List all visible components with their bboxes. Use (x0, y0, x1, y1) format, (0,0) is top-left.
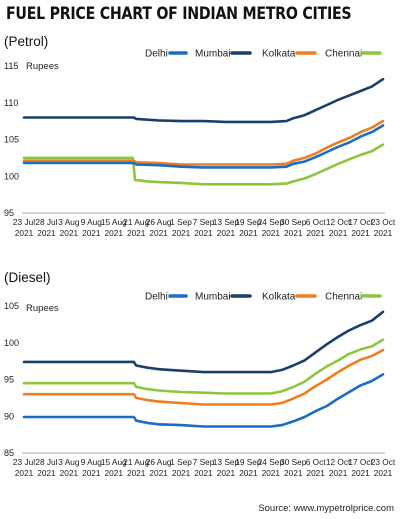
x-tick-label: 28 Jul 2021 (35, 457, 57, 478)
x-tick-label: 13 Sep 2021 (213, 457, 240, 478)
legend-label-chennai: Chennai (325, 292, 362, 303)
series-line-chennai (22, 143, 385, 186)
series-line-kolkata (22, 119, 385, 166)
legend-label-chennai: Chennai (325, 49, 362, 60)
chart-1-ylabel: Rupees (26, 61, 59, 72)
legend-label-kolkata: Kolkata (262, 49, 296, 60)
x-tick-label: 21 Aug 2021 (123, 457, 149, 478)
x-tick-label: 23 Oct 2021 (371, 457, 396, 478)
x-tick-label: 30 Sep 2021 (280, 457, 307, 478)
y-tick-label: 115 (4, 61, 18, 71)
y-tick-label: 105 (4, 135, 19, 145)
x-tick-label: 24 Sep 2021 (258, 217, 285, 238)
series-line-mumbai (22, 310, 385, 374)
x-tick-label: 3 Aug 2021 (58, 217, 80, 238)
series-line-chennai (22, 338, 385, 395)
source-note: Source: www.mypetrolprice.com (258, 503, 394, 514)
x-tick-label: 9 Aug 2021 (81, 457, 103, 478)
y-tick-label: 95 (4, 375, 14, 385)
x-tick-label: 24 Sep 2021 (258, 457, 285, 478)
y-tick-label: 100 (4, 338, 19, 348)
series-line-kolkata (22, 348, 385, 406)
x-tick-label: 26 Aug 2021 (146, 217, 172, 238)
legend-label-mumbai: Mumbai (195, 292, 231, 303)
series-line-mumbai (22, 77, 385, 124)
legend-label-mumbai: Mumbai (195, 49, 231, 60)
legend-label-delhi: Delhi (145, 49, 168, 60)
y-tick-label: 105 (4, 301, 19, 311)
y-tick-label: 100 (4, 171, 19, 181)
legend-label-kolkata: Kolkata (262, 292, 296, 303)
x-tick-label: 17 Oct 2021 (348, 457, 373, 478)
x-tick-label: 15 Aug 2021 (101, 457, 127, 478)
series-line-delhi (22, 373, 385, 428)
x-tick-label: 13 Sep 2021 (213, 217, 240, 238)
x-tick-label: 28 Jul 2021 (35, 217, 57, 238)
x-tick-label: 12 Oct 2021 (326, 457, 351, 478)
chart-2-title: (Diesel) (4, 270, 51, 285)
x-tick-label: 12 Oct 2021 (326, 217, 351, 238)
x-tick-label: 17 Oct 2021 (348, 217, 373, 238)
chart-2-ylabel: Rupees (26, 303, 59, 314)
y-tick-label: 90 (4, 411, 14, 421)
x-tick-label: 30 Sep 2021 (280, 217, 307, 238)
y-tick-label: 110 (4, 98, 18, 108)
x-tick-label: 1 Sep 2021 (170, 217, 192, 238)
x-tick-label: 6 Oct 2021 (306, 457, 327, 478)
y-tick-label: 95 (4, 208, 14, 218)
x-tick-label: 7 Sep 2021 (193, 457, 215, 478)
x-tick-label: 19 Sep 2021 (235, 217, 262, 238)
chart-1-title: (Petrol) (4, 34, 48, 49)
x-tick-label: 23 Jul 2021 (13, 217, 35, 238)
x-tick-label: 6 Oct 2021 (306, 217, 327, 238)
x-tick-label: 1 Sep 2021 (170, 457, 192, 478)
x-tick-label: 19 Sep 2021 (235, 457, 262, 478)
x-tick-label: 15 Aug 2021 (101, 217, 127, 238)
x-tick-label: 26 Aug 2021 (146, 457, 172, 478)
x-tick-label: 23 Oct 2021 (371, 217, 396, 238)
x-tick-label: 7 Sep 2021 (193, 217, 215, 238)
x-tick-label: 3 Aug 2021 (58, 457, 80, 478)
x-tick-label: 9 Aug 2021 (81, 217, 103, 238)
series-line-delhi (22, 124, 385, 169)
main-title: FUEL PRICE CHART OF INDIAN METRO CITIES (6, 4, 352, 23)
legend-label-delhi: Delhi (145, 292, 168, 303)
x-tick-label: 21 Aug 2021 (123, 217, 149, 238)
x-tick-label: 23 Jul 2021 (13, 457, 35, 478)
y-tick-label: 85 (4, 448, 14, 458)
